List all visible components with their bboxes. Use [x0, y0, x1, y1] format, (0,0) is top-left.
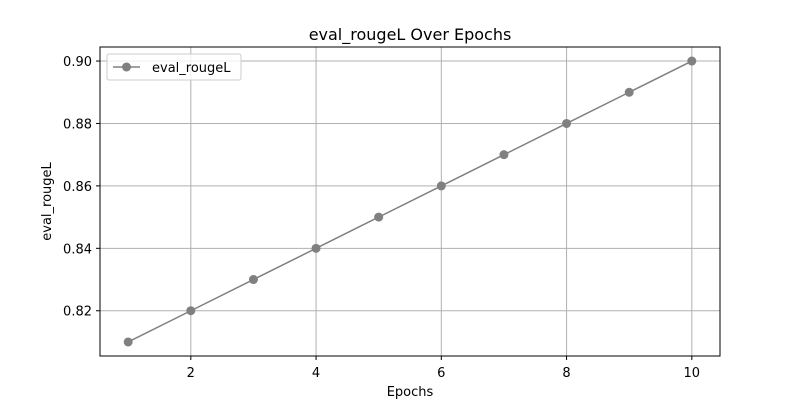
- y-axis-label: eval_rougeL: [40, 161, 55, 240]
- y-tick-label: 0.88: [63, 117, 92, 132]
- y-tick-label: 0.90: [63, 55, 92, 70]
- x-axis-label: Epochs: [387, 385, 434, 400]
- data-point: [186, 306, 196, 316]
- data-point: [374, 212, 384, 222]
- data-point: [687, 56, 697, 66]
- x-tick-label: 4: [312, 366, 320, 381]
- series-line: [127, 60, 693, 343]
- data-point: [436, 181, 446, 191]
- data-point: [248, 275, 258, 285]
- legend-marker: [122, 62, 131, 72]
- legend-box: [106, 53, 242, 81]
- chart-title: eval_rougeL Over Epochs: [309, 25, 512, 45]
- data-point: [562, 118, 572, 128]
- data-point: [123, 337, 133, 347]
- plot-frame: [99, 46, 721, 357]
- data-point: [499, 150, 509, 160]
- y-tick-label: 0.82: [63, 305, 92, 320]
- legend: eval_rougeL: [106, 53, 242, 81]
- data-point: [624, 87, 634, 97]
- x-tick-label: 2: [187, 366, 195, 381]
- ticks: 2 4 6 8 10 0.82 0.84 0.86 0.88 0.90: [63, 55, 700, 381]
- y-tick-label: 0.86: [63, 180, 92, 195]
- y-tick-label: 0.84: [63, 242, 92, 257]
- x-tick-label: 6: [437, 366, 445, 381]
- x-tick-label: 8: [562, 366, 570, 381]
- series-layer: [123, 56, 697, 347]
- legend-label: eval_rougeL: [152, 61, 231, 76]
- x-tick-label: 10: [684, 366, 701, 381]
- grid: [100, 47, 720, 356]
- data-point: [311, 243, 321, 253]
